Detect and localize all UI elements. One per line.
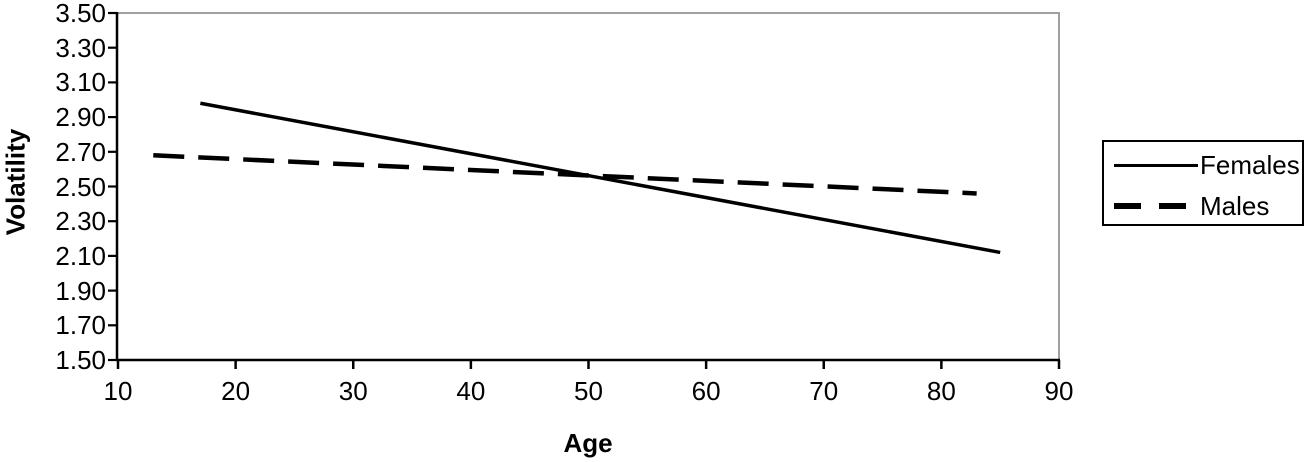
legend-label-males: Males: [1200, 191, 1270, 221]
females-solid-line-sample: [1114, 163, 1199, 167]
legend-item-females: Females: [1114, 150, 1300, 180]
series-line-males: [153, 153, 977, 196]
legend: Females Males: [1102, 140, 1304, 226]
x-tick-label: 50: [574, 376, 603, 406]
x-tick-label: 90: [1044, 376, 1074, 406]
y-tick-label: 2.90: [55, 102, 106, 133]
x-axis-title: Age: [563, 428, 613, 458]
y-tick-label: 3.30: [55, 32, 106, 63]
y-tick-label: 2.70: [55, 136, 106, 167]
y-tick-label: 3.10: [55, 67, 106, 98]
y-tick-label: 1.50: [55, 345, 106, 375]
x-tick-label: 80: [926, 376, 956, 406]
y-tick-label: 1.70: [55, 310, 106, 341]
y-tick-label: 1.90: [55, 275, 106, 306]
y-tick-label: 2.50: [55, 171, 106, 202]
x-tick-label: 20: [221, 376, 251, 406]
x-tick-label: 10: [103, 376, 133, 406]
y-tick-label: 2.30: [55, 206, 106, 237]
x-tick-label: 70: [809, 376, 839, 406]
x-tick-label: 40: [456, 376, 486, 406]
males-dashed-line-sample: [1114, 203, 1199, 209]
x-tick-label: 60: [691, 376, 721, 406]
x-tick-label: 30: [338, 376, 368, 406]
y-tick-label: 2.10: [55, 240, 106, 271]
legend-item-males: Males: [1114, 191, 1300, 221]
y-tick-label: 3.50: [55, 0, 106, 28]
legend-label-females: Females: [1200, 150, 1300, 180]
series-line-females: [200, 101, 1001, 255]
